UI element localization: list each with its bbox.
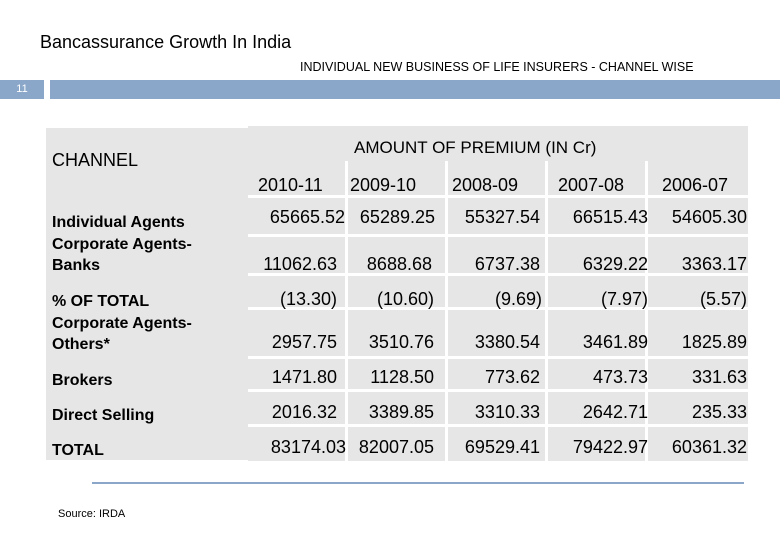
value-cell: 3389.85 [368, 402, 434, 422]
value-cell-bg [248, 359, 345, 389]
value-cell-bg [548, 276, 645, 307]
value-cell: 2957.75 [271, 332, 337, 352]
row-label-individual-agents: Individual Agents [52, 214, 185, 231]
value-cell: 83174.03 [270, 437, 346, 457]
value-cell: 2642.71 [582, 402, 648, 422]
row-label-direct-selling: Direct Selling [52, 407, 155, 424]
value-cell-bg [548, 310, 645, 356]
value-cell: (7.97) [600, 289, 648, 309]
row-label-corporate-others: Corporate Agents-Others* [52, 315, 192, 353]
value-cell-bg [448, 427, 545, 461]
amount-header-bg [248, 126, 748, 161]
value-cell: 1128.50 [370, 367, 434, 387]
value-cell-bg [648, 310, 748, 356]
row-label-brokers: Brokers [52, 372, 113, 389]
data-grid [248, 161, 748, 461]
value-cell: 65289.25 [359, 207, 435, 227]
year-header: 2006-07 [662, 175, 729, 195]
value-cell-bg [448, 310, 545, 356]
value-cell: 82007.05 [358, 437, 434, 457]
value-cell-bg [448, 392, 545, 424]
year-cell-bg [648, 161, 748, 195]
value-cell: 66515.43 [572, 207, 648, 227]
value-cell: 60361.32 [671, 437, 747, 457]
value-cell-bg [448, 237, 545, 273]
value-cell-bg [648, 237, 748, 273]
value-cell-bg [348, 427, 445, 461]
value-cell: 69529.41 [464, 437, 540, 457]
source-note: Source: IRDA [58, 508, 126, 520]
amount-header: AMOUNT OF PREMIUM (IN Cr) [354, 138, 597, 157]
value-cell: (5.57) [699, 289, 747, 309]
value-cell: 3310.33 [474, 402, 540, 422]
value-cell-bg [248, 276, 345, 307]
slide-subtitle: INDIVIDUAL NEW BUSINESS OF LIFE INSURERS… [300, 60, 694, 74]
value-cell: 773.62 [484, 367, 540, 387]
value-cell: 1471.80 [271, 367, 337, 387]
value-cell-bg [548, 237, 645, 273]
value-cell-bg [648, 359, 748, 389]
value-cell-bg [648, 427, 748, 461]
footer-divider [92, 482, 744, 484]
value-cell-bg [248, 392, 345, 424]
slide-number: 11 [0, 80, 44, 99]
value-cell: 6329.22 [582, 254, 648, 274]
value-cell: 473.73 [592, 367, 648, 387]
value-cell: 3461.89 [582, 332, 648, 352]
value-cell: 65665.52 [269, 207, 345, 227]
year-cell-bg [448, 161, 545, 195]
value-cell-bg [448, 359, 545, 389]
value-cell: 3510.76 [368, 332, 434, 352]
year-cell-bg [248, 161, 345, 195]
value-cell-bg [548, 198, 645, 234]
value-cell: 331.63 [691, 367, 747, 387]
value-cell-bg [348, 392, 445, 424]
value-cell: 54605.30 [671, 207, 747, 227]
value-cell-bg [348, 237, 445, 273]
value-cell-bg [348, 276, 445, 307]
value-cell: 6737.38 [474, 254, 540, 274]
value-cell-bg [648, 276, 748, 307]
value-cell: 79422.97 [572, 437, 648, 457]
value-cell-bg [248, 310, 345, 356]
value-cell-bg [248, 198, 345, 234]
value-cell-bg [448, 276, 545, 307]
year-header: 2010-11 [258, 175, 323, 195]
value-cell-bg [248, 237, 345, 273]
value-cell-bg [448, 198, 545, 234]
value-cell-bg [348, 310, 445, 356]
year-cell-bg [348, 161, 445, 195]
row-label-total: TOTAL [52, 442, 104, 459]
value-cell: 235.33 [691, 402, 747, 422]
value-cell-bg [648, 198, 748, 234]
row-label-corporate-banks: Corporate Agents-Banks [52, 236, 192, 274]
value-cell: (9.69) [494, 289, 542, 309]
year-header: 2009-10 [350, 175, 417, 195]
value-cell-bg [348, 359, 445, 389]
year-header: 2007-08 [558, 175, 625, 195]
value-cell: 3380.54 [474, 332, 540, 352]
value-cell: (13.30) [279, 289, 337, 309]
channel-header: CHANNEL [52, 150, 139, 170]
value-cell-bg [348, 198, 445, 234]
value-cell: 1825.89 [681, 332, 747, 352]
value-cell: (10.60) [376, 289, 434, 309]
row-label-pct-of-total: % OF TOTAL [52, 293, 150, 310]
header-bar [50, 80, 780, 99]
value-cell-bg [548, 359, 645, 389]
value-cell: 2016.32 [271, 402, 337, 422]
value-cell: 8688.68 [366, 254, 432, 274]
slide-title: Bancassurance Growth In India [40, 32, 292, 52]
value-cell: 3363.17 [681, 254, 747, 274]
value-cell-bg [648, 392, 748, 424]
year-header: 2008-09 [452, 175, 519, 195]
value-cell: 11062.63 [263, 254, 337, 274]
value-cell-bg [248, 427, 345, 461]
value-cell-bg [548, 392, 645, 424]
value-cell: 55327.54 [464, 207, 540, 227]
year-cell-bg [548, 161, 645, 195]
value-cell-bg [548, 427, 645, 461]
channel-column-bg [46, 128, 248, 460]
